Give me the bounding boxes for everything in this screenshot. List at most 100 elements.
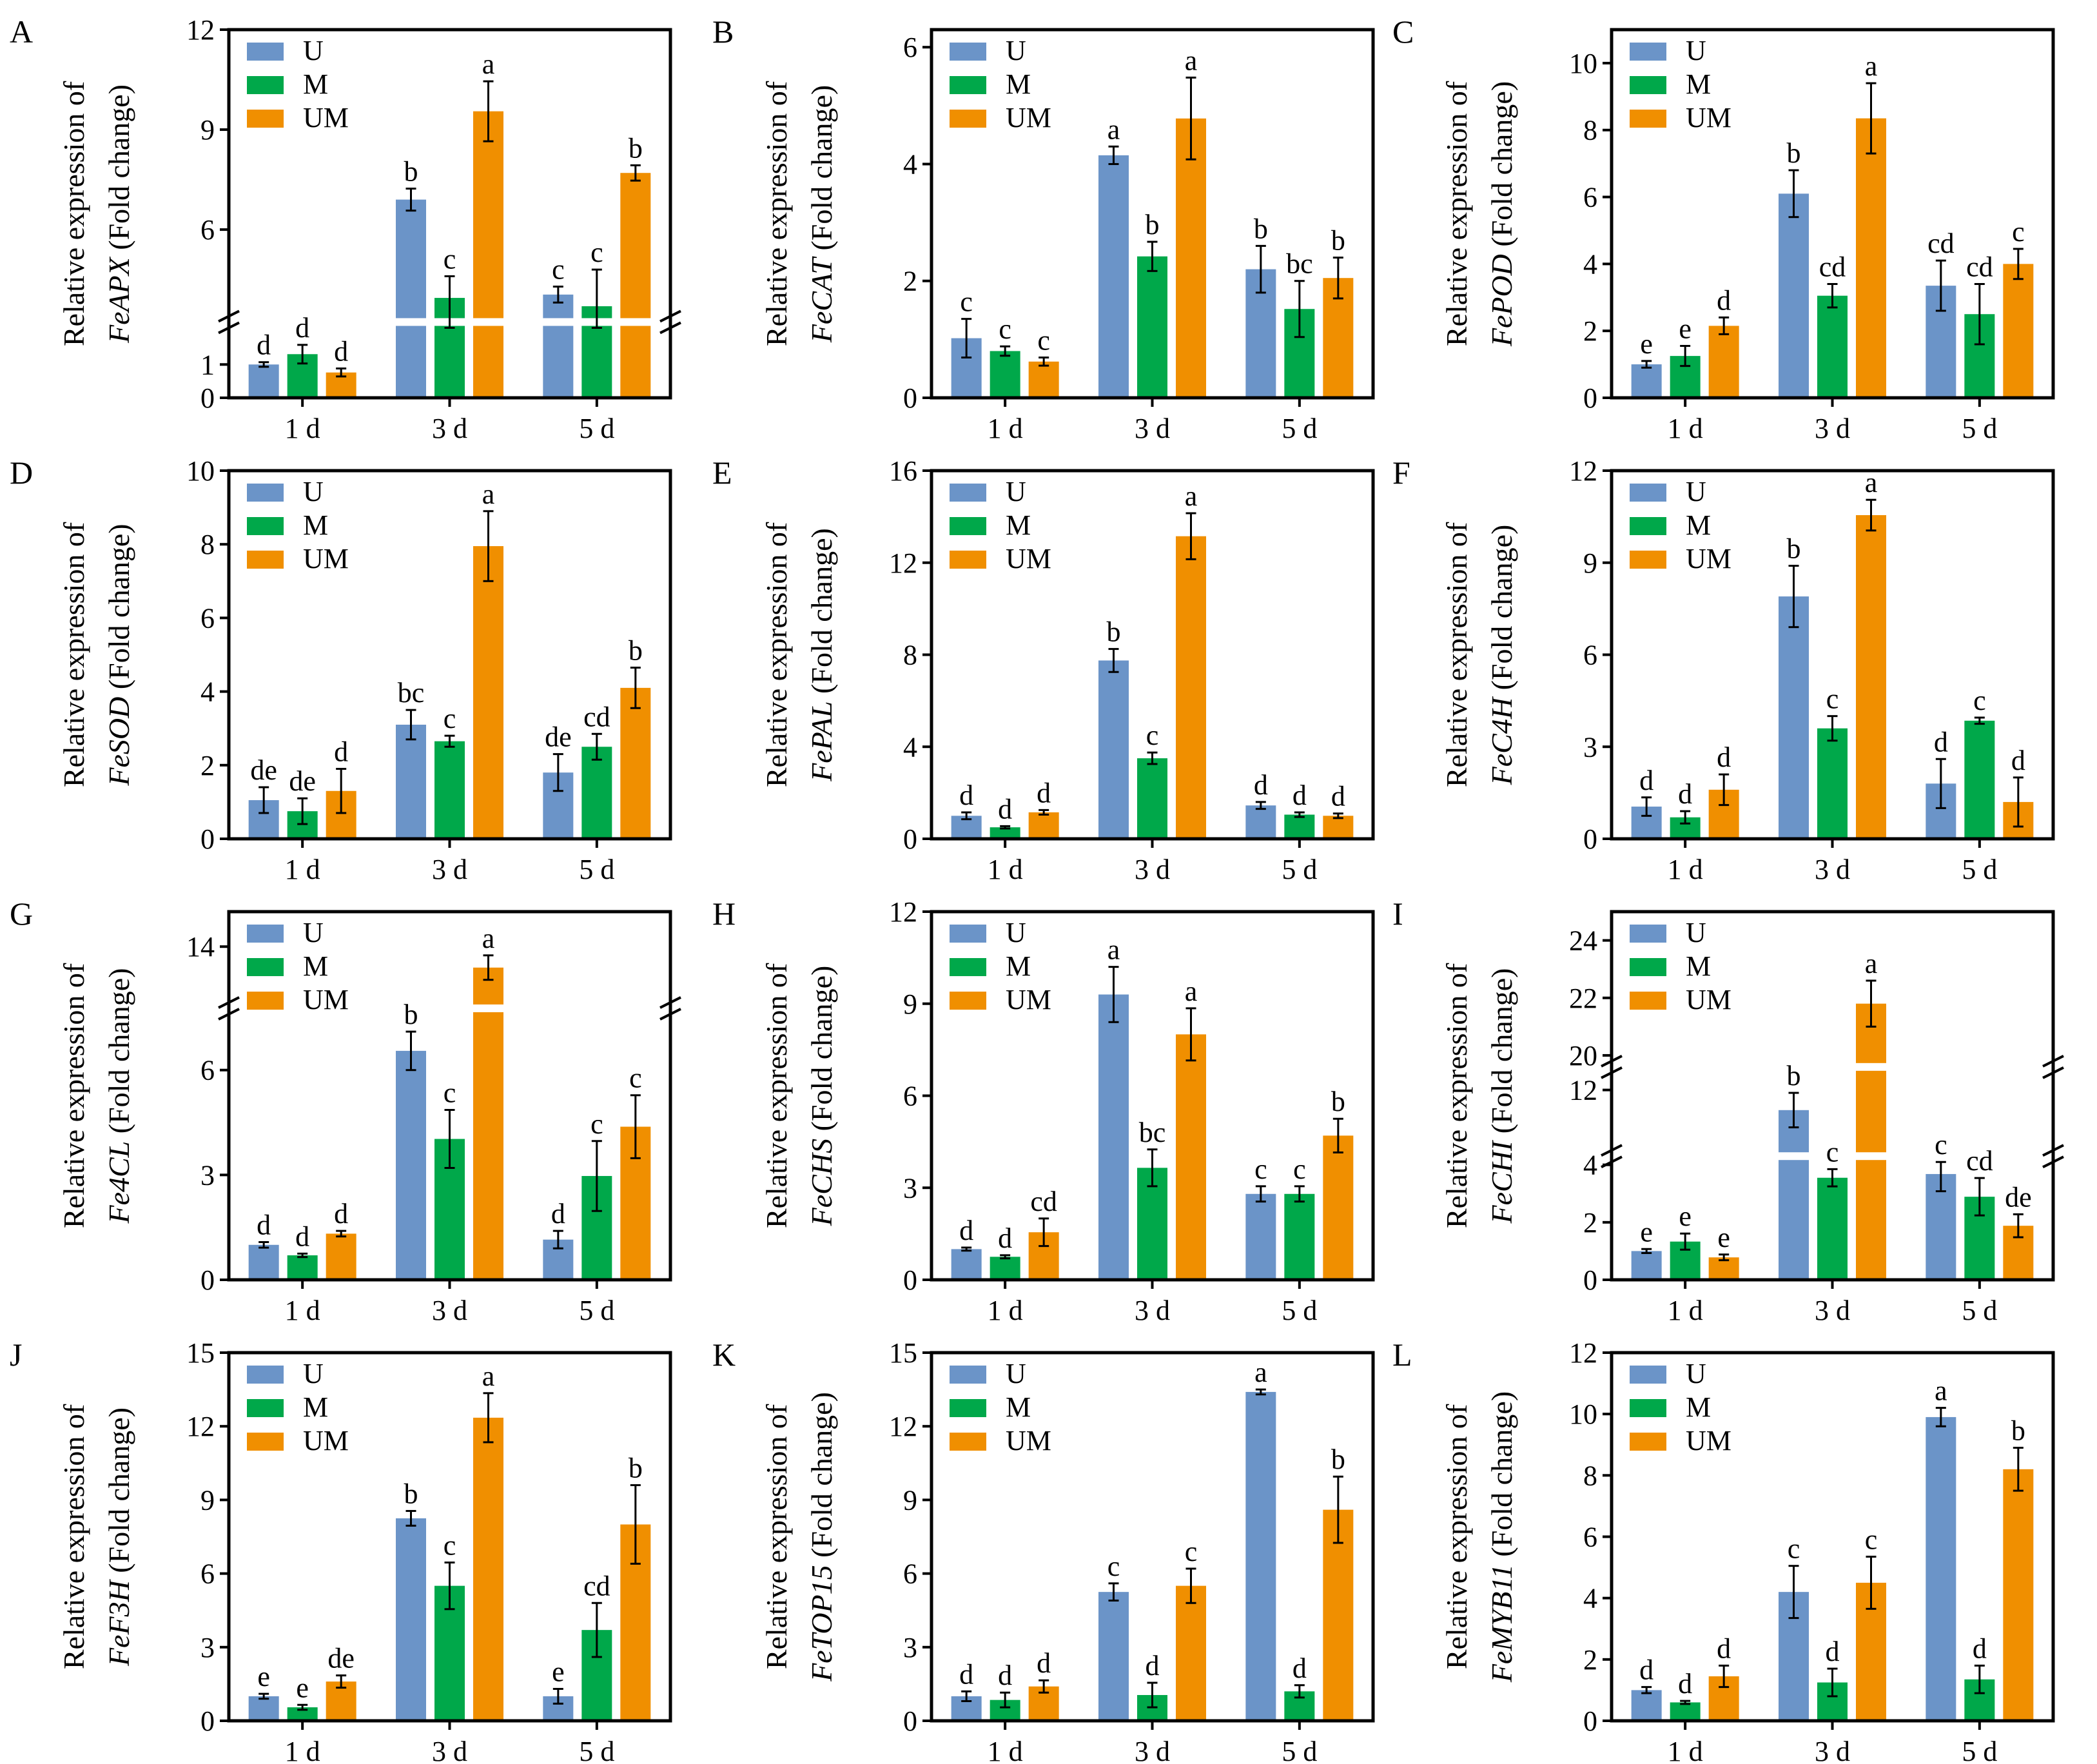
x-tick-label: 3 d: [432, 413, 467, 444]
bar-um-5d: [2003, 1469, 2034, 1721]
y-tick-label: 12: [186, 14, 215, 46]
bar-um-5d: [620, 173, 651, 398]
significance-letter: d: [1639, 765, 1653, 796]
legend-label-u: U: [303, 917, 324, 948]
significance-letter: cd: [1927, 228, 1955, 259]
bar-u-3d: [1779, 596, 1809, 839]
y-tick-label: 9: [903, 1484, 917, 1516]
significance-letter: a: [1107, 934, 1120, 966]
bar-u-1d: [1631, 364, 1662, 398]
significance-letter: c: [1826, 1136, 1839, 1168]
significance-letter: a: [482, 48, 495, 80]
bar-um-3d: [1176, 118, 1206, 398]
x-tick-label: 5 d: [579, 854, 614, 885]
x-tick-label: 3 d: [1815, 854, 1850, 885]
fold-change-text: (Fold change): [102, 1407, 135, 1580]
axis-break-gap: [1613, 1152, 2052, 1161]
x-tick-label: 1 d: [1668, 1295, 1703, 1326]
x-tick-label: 5 d: [1282, 1295, 1317, 1326]
panel-l: L Relative expression of FeMYB11 (Fold cha…: [1392, 1337, 2055, 1764]
significance-letter: a: [1935, 1375, 1947, 1407]
x-tick-label: 5 d: [1962, 1295, 1997, 1326]
legend-label-u: U: [1006, 917, 1026, 948]
legend-swatch-m: [950, 958, 986, 976]
significance-letter: e: [257, 1661, 270, 1692]
significance-letter: c: [1107, 1551, 1120, 1582]
y-axis-label-line2: FeCAT (Fold change): [805, 85, 838, 343]
y-axis-label-line1: Relative expression of: [1440, 522, 1473, 787]
gene-name: FeCHS: [805, 1139, 838, 1226]
significance-letter: d: [551, 1198, 565, 1230]
significance-letter: cd: [1966, 251, 1993, 283]
significance-letter: b: [1146, 209, 1160, 240]
bar-m-3d: [1817, 728, 1848, 839]
legend-label-um: UM: [303, 543, 349, 574]
significance-letter: cd: [1966, 1145, 1993, 1177]
x-tick-label: 5 d: [1962, 854, 1997, 885]
y-axis-label-line1: Relative expression of: [1440, 963, 1473, 1228]
y-tick-label: 2: [200, 750, 215, 781]
legend-label-um: UM: [1006, 102, 1051, 133]
significance-letter: c: [444, 703, 456, 734]
x-tick-label: 3 d: [1135, 854, 1170, 885]
legend-swatch-u: [950, 43, 986, 61]
significance-letter: de: [2005, 1181, 2032, 1213]
y-tick-label: 3: [200, 1159, 215, 1191]
y-tick-label: 3: [1583, 731, 1597, 763]
y-tick-label: 12: [1569, 1075, 1597, 1106]
significance-letter: c: [1293, 1153, 1306, 1185]
gene-name: FeMYB11: [1485, 1564, 1518, 1683]
y-tick-label: 4: [1583, 248, 1597, 280]
significance-letter: b: [404, 1478, 418, 1510]
y-tick-label: 6: [200, 1558, 215, 1590]
legend-swatch-m: [950, 517, 986, 535]
legend-swatch-u: [247, 925, 284, 943]
y-tick-label: 22: [1569, 983, 1597, 1014]
y-tick-label: 12: [1569, 455, 1597, 487]
panel-j: J Relative expression of FeF3H (Fold chang…: [10, 1337, 672, 1764]
legend-swatch-um: [950, 992, 986, 1010]
significance-letter: d: [1331, 781, 1345, 812]
bar-m-3d: [1817, 295, 1848, 398]
legend-swatch-m: [1630, 517, 1666, 535]
significance-letter: d: [1037, 1647, 1051, 1679]
y-tick-label: 6: [1583, 182, 1597, 213]
legend-label-um: UM: [1006, 984, 1051, 1015]
legend-label-m: M: [303, 509, 328, 541]
gene-name: FePOD: [1485, 254, 1518, 347]
bar-m-1d: [287, 1255, 318, 1280]
bar-u-1d: [248, 1696, 279, 1721]
significance-letter: c: [1865, 1524, 1878, 1555]
significance-letter: c: [629, 1063, 642, 1094]
legend-label-m: M: [1686, 509, 1711, 541]
x-tick-label: 1 d: [1668, 1736, 1703, 1764]
significance-letter: e: [1640, 1216, 1653, 1248]
x-tick-label: 3 d: [1135, 1736, 1170, 1764]
y-tick-label: 0: [1583, 1705, 1597, 1737]
significance-letter: a: [482, 478, 495, 510]
bar-um-5d: [1323, 816, 1354, 839]
gene-name: FeAPX: [102, 256, 135, 344]
fold-change-text: (Fold change): [805, 528, 838, 701]
gene-name: FeF3H: [102, 1578, 135, 1667]
panel-e: E Relative expression of FePAL (Fold chang…: [712, 455, 1375, 885]
significance-letter: b: [1331, 1444, 1345, 1475]
legend-label-um: UM: [1686, 984, 1731, 1015]
x-tick-label: 3 d: [1815, 413, 1850, 444]
panel-letter: F: [1392, 455, 1410, 491]
y-tick-label: 14: [186, 931, 215, 963]
y-tick-label: 3: [200, 1632, 215, 1663]
bar-um-1d: [326, 1233, 356, 1280]
y-tick-label: 10: [1569, 1398, 1597, 1430]
bar-u-3d: [1098, 1592, 1129, 1721]
y-axis-label-line1: Relative expression of: [760, 963, 793, 1228]
y-tick-label: 6: [903, 32, 917, 63]
y-axis-label-line2: FeCHI (Fold change): [1485, 968, 1518, 1224]
legend-label-um: UM: [1006, 1425, 1051, 1456]
y-axis-label-line1: Relative expression of: [760, 522, 793, 787]
significance-letter: cd: [583, 701, 610, 732]
x-tick-label: 3 d: [432, 1295, 467, 1326]
x-tick-label: 3 d: [432, 854, 467, 885]
y-tick-label: 8: [1583, 115, 1597, 146]
legend-label-m: M: [303, 1391, 328, 1423]
